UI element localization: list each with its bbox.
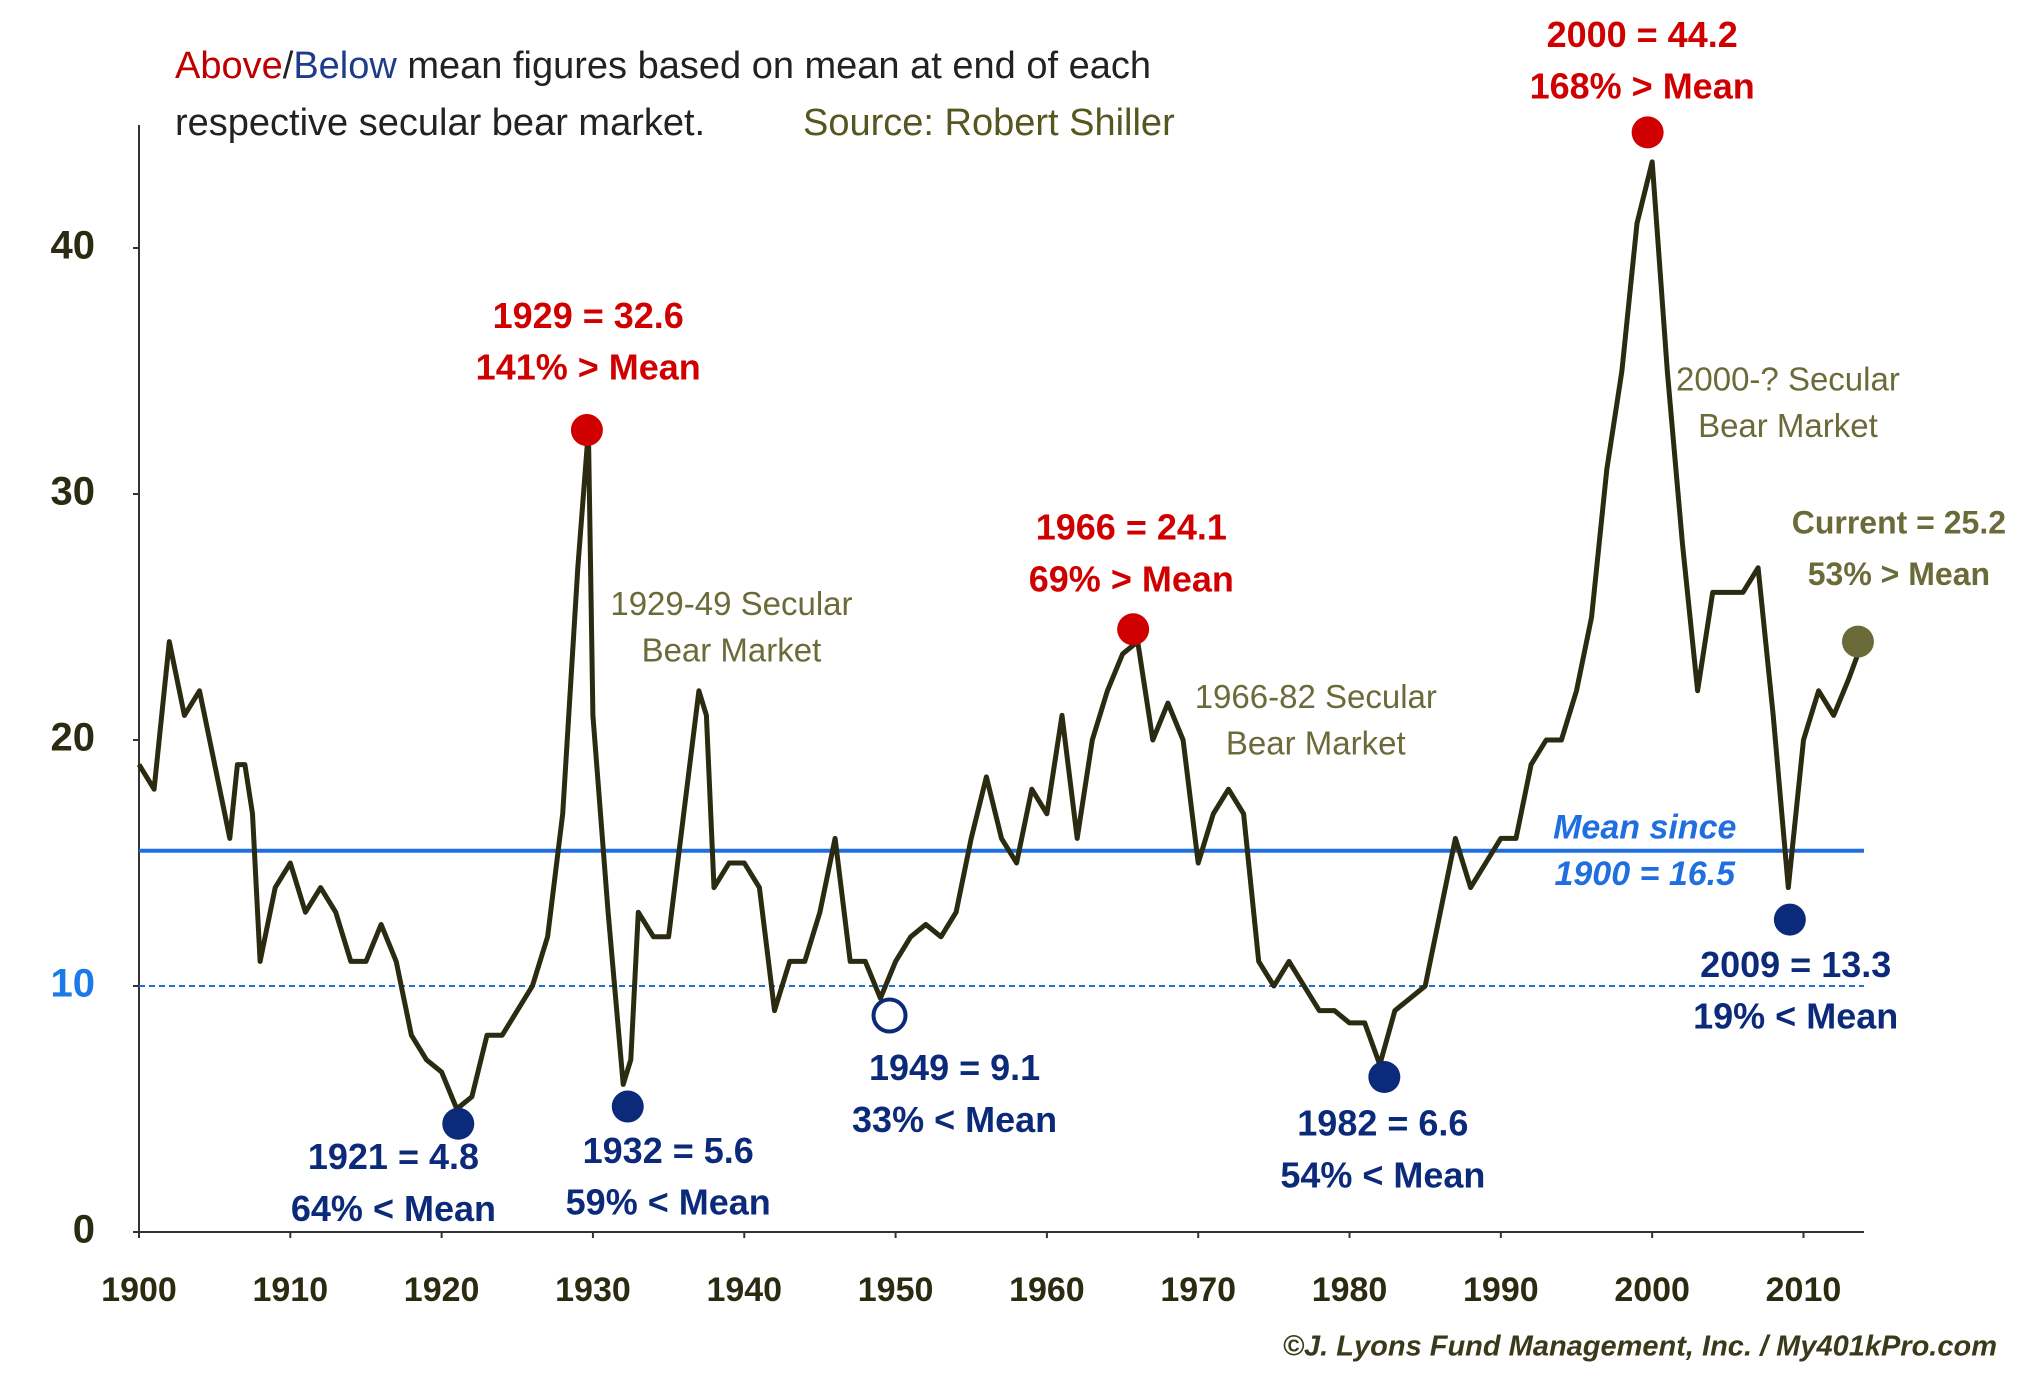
x-tick-label: 1970 [1160,1271,1236,1309]
marker-label: 1949 = 9.1 [869,1047,1040,1088]
marker [570,414,603,447]
x-tick-label: 1950 [858,1271,934,1309]
marker-label: 1929 = 32.6 [493,295,684,336]
x-tick-label: 1980 [1312,1271,1388,1309]
x-tick-label: 1960 [1009,1271,1085,1309]
secular-note: Bear Market [642,631,822,668]
marker-label: 69% > Mean [1029,558,1234,599]
y-tick-label: 20 [51,716,96,760]
marker-label: 2009 = 13.3 [1700,944,1891,985]
marker [1368,1061,1401,1094]
marker [1841,625,1874,658]
marker [871,997,908,1034]
marker [1773,903,1806,936]
marker-label: 1982 = 6.6 [1297,1103,1468,1144]
marker-label: 54% < Mean [1280,1154,1485,1195]
y-tick-label: 40 [51,224,96,268]
mean-label: 1900 = 16.5 [1554,855,1736,893]
title-part: Below [293,45,397,87]
x-tick-label: 1930 [555,1271,631,1309]
marker [442,1107,475,1140]
secular-note: Bear Market [1698,407,1878,444]
marker-label: 2000 = 44.2 [1547,14,1738,55]
x-tick-label: 1900 [101,1271,177,1309]
marker-label: 141% > Mean [476,347,701,388]
marker [1631,116,1664,149]
title-part: / [283,45,294,87]
secular-note: 1966-82 Secular [1195,678,1437,715]
secular-note: 2000-? Secular [1676,361,1900,398]
marker-label: 1966 = 24.1 [1036,507,1227,548]
marker-label: 1921 = 4.8 [308,1136,479,1177]
marker-label: 64% < Mean [291,1188,496,1229]
marker-label: 33% < Mean [852,1099,1057,1140]
marker-label: 59% < Mean [566,1181,771,1222]
marker-label: Current = 25.2 [1792,504,2006,540]
secular-note: Bear Market [1226,724,1406,761]
marker-label: 19% < Mean [1693,996,1898,1037]
title-part: Above [175,45,283,87]
source: Source: Robert Shiller [803,102,1175,144]
x-tick-label: 2010 [1766,1271,1842,1309]
x-tick-label: 1910 [252,1271,328,1309]
x-tick-label: 1940 [706,1271,782,1309]
chart-title: Above/Below mean figures based on mean a… [175,45,1151,87]
mean-label: Mean since [1553,808,1736,846]
x-tick-label: 1990 [1463,1271,1539,1309]
marker-label: 1932 = 5.6 [583,1130,754,1171]
marker [611,1090,644,1123]
data-line [136,159,1865,1112]
y-tick-label: 30 [51,470,96,514]
secular-note: 1929-49 Secular [610,585,852,622]
x-tick-label: 1920 [404,1271,480,1309]
chart-subtitle: respective secular bear market. [175,102,705,144]
y-tick-label: 0 [73,1208,95,1252]
y-tick-label: 10 [51,962,96,1006]
x-tick-label: 2000 [1614,1271,1690,1309]
title-part: mean figures based on mean at end of eac… [397,45,1151,87]
marker-label: 168% > Mean [1530,66,1755,107]
footer: ©J. Lyons Fund Management, Inc. / My401k… [1283,1331,1997,1363]
marker [1117,613,1150,646]
marker-label: 53% > Mean [1808,556,1990,592]
